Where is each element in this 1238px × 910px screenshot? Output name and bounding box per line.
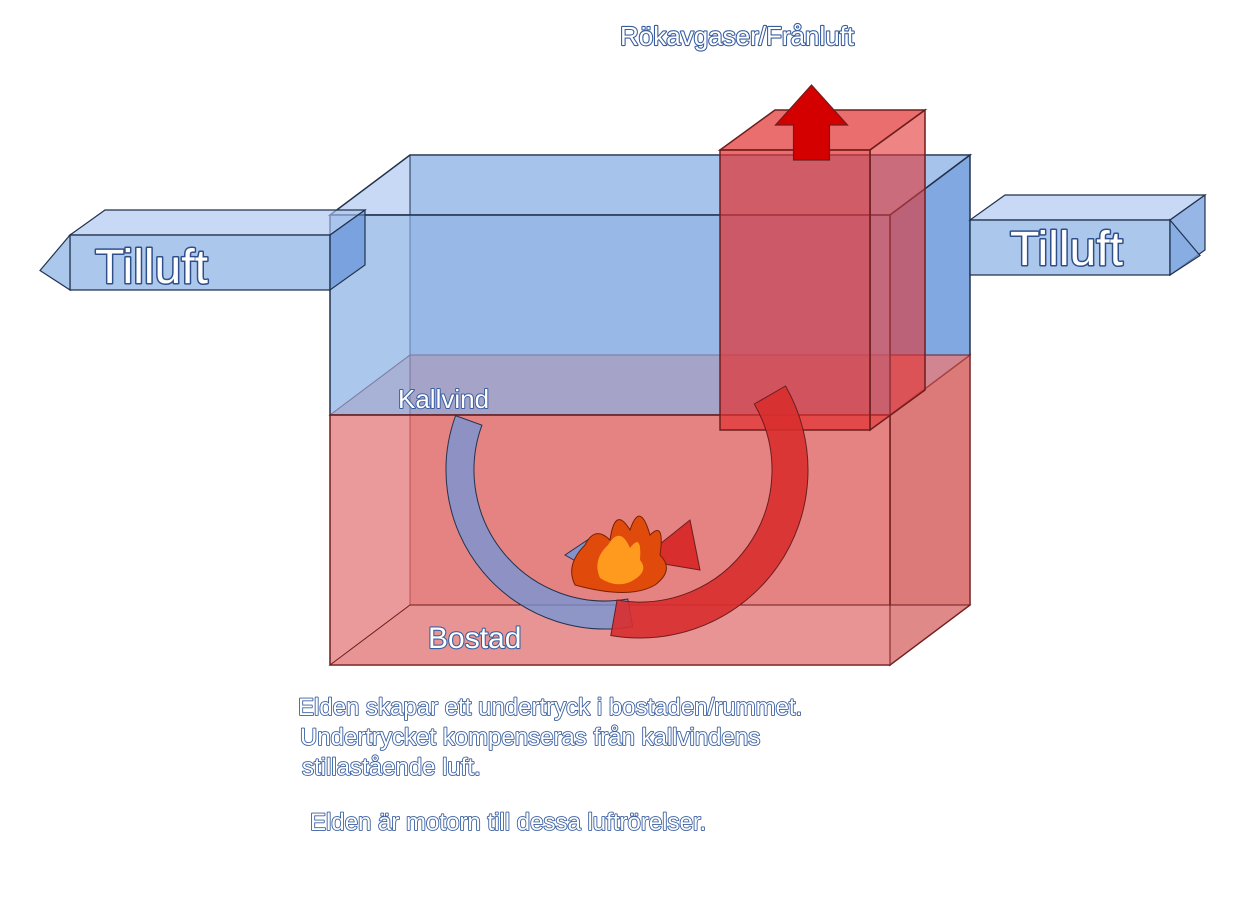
airflow-diagram: Rökavgaser/Frånluft Tilluft Tilluft Kallvin… [0, 0, 1238, 910]
label-dwelling: Bostad [428, 622, 521, 655]
caption-line-2: Undertrycket kompenseras från kallvinden… [300, 724, 760, 751]
caption-line-3: stillastående luft. [302, 754, 481, 781]
label-supply-left: Tilluft [95, 241, 208, 294]
chimney [720, 85, 925, 430]
caption-line-4: Elden är motorn till dessa luftrörelser. [310, 809, 706, 836]
label-attic: Kallvind [398, 384, 489, 414]
label-supply-right: Tilluft [1010, 223, 1123, 276]
label-exhaust: Rökavgaser/Frånluft [620, 21, 855, 51]
caption-line-1: Elden skapar ett undertryck i bostaden/r… [298, 694, 802, 721]
